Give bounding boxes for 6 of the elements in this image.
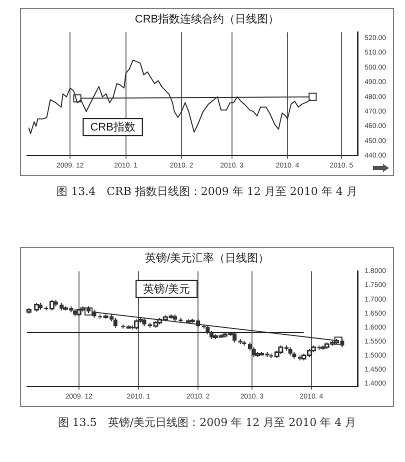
annotation: CRB指数 <box>90 122 136 134</box>
caption: 图 13.4 CRB 指数日线图：2009 年 12 月至 2010 年 4 月 <box>56 184 358 199</box>
caption: 图 13.5 英镑/美元日线图：2009 年 12 月至 2010 年 4 月 <box>56 415 358 430</box>
chart-title: 英镑/美元汇率（日线图） <box>144 252 270 265</box>
chart-title: CRB指数连续合约（日线图） <box>134 12 280 26</box>
annotation: 英镑/美元 <box>143 282 190 296</box>
